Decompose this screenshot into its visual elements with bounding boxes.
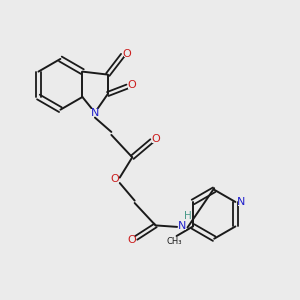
FancyBboxPatch shape [238,198,245,206]
FancyBboxPatch shape [179,223,186,230]
Text: O: O [127,235,136,245]
FancyBboxPatch shape [112,176,119,183]
FancyBboxPatch shape [128,82,135,88]
FancyBboxPatch shape [92,109,98,116]
FancyBboxPatch shape [152,136,159,143]
Text: H: H [184,211,191,220]
Text: CH₃: CH₃ [167,237,182,246]
Text: N: N [91,107,99,118]
FancyBboxPatch shape [128,236,135,243]
Text: N: N [178,221,187,231]
Text: O: O [152,134,160,144]
Text: N: N [237,197,246,207]
Text: O: O [123,49,132,59]
FancyBboxPatch shape [124,50,131,57]
Text: O: O [111,174,120,184]
Text: O: O [127,80,136,90]
